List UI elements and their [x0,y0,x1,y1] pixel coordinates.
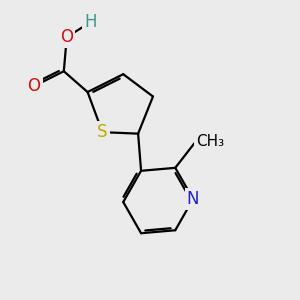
Text: CH₃: CH₃ [196,134,224,148]
Text: O: O [28,77,40,95]
Text: H: H [84,13,97,31]
Text: O: O [60,28,73,46]
Text: N: N [187,190,199,208]
Text: S: S [97,123,108,141]
